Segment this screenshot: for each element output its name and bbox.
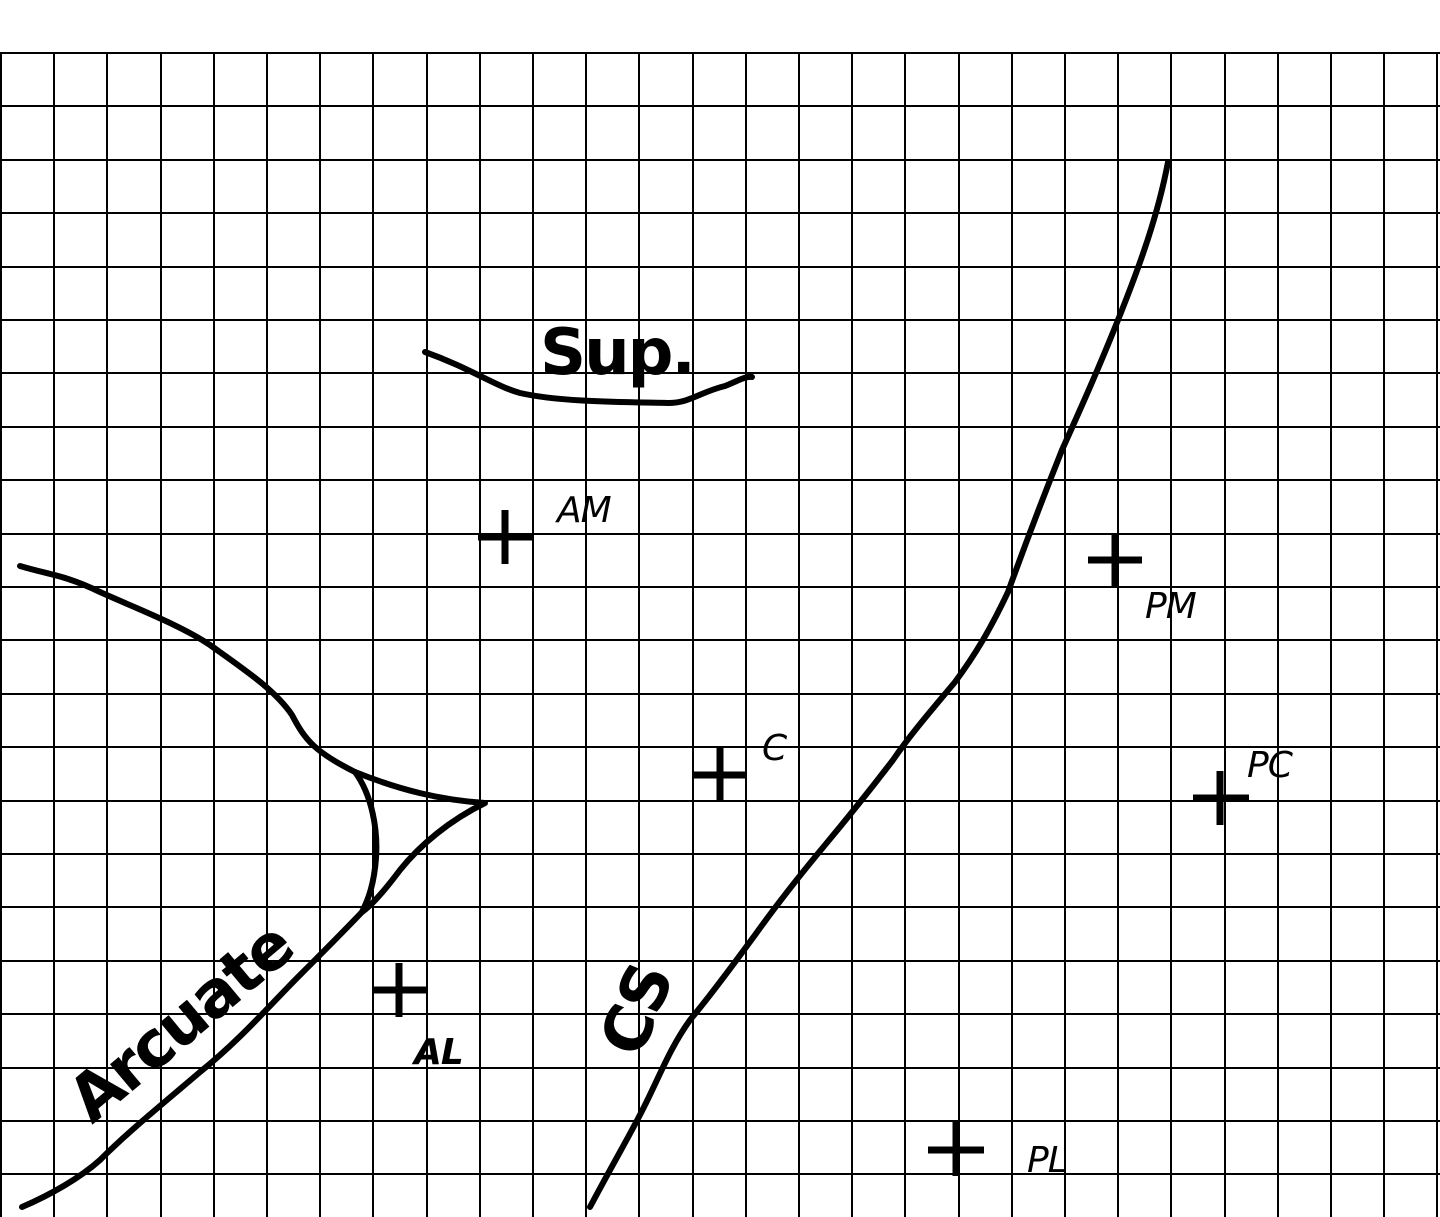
sup-label: Sup. xyxy=(540,316,694,390)
site-pc-label: PC xyxy=(1247,745,1294,786)
arcuate-sulcus-line xyxy=(17,563,488,1210)
site-al-marker xyxy=(372,963,426,1017)
arcuate-spur-line xyxy=(352,769,380,915)
site-pm-marker xyxy=(1088,533,1142,587)
site-pl-marker xyxy=(928,1122,984,1176)
arcuate-label: Arcuate xyxy=(55,908,308,1137)
site-c-marker xyxy=(693,748,747,802)
site-am-marker xyxy=(478,510,532,564)
superior-sulcus-line xyxy=(422,349,755,406)
site-am-label: AM xyxy=(555,490,612,531)
grid xyxy=(0,52,1440,1217)
site-al-label: AL xyxy=(411,1032,463,1073)
site-c-label: C xyxy=(762,728,788,769)
central-sulcus-line xyxy=(587,159,1171,1210)
site-pm-label: PM xyxy=(1145,586,1197,627)
site-pl-label: PL xyxy=(1027,1140,1067,1181)
site-pc-marker xyxy=(1193,771,1249,825)
